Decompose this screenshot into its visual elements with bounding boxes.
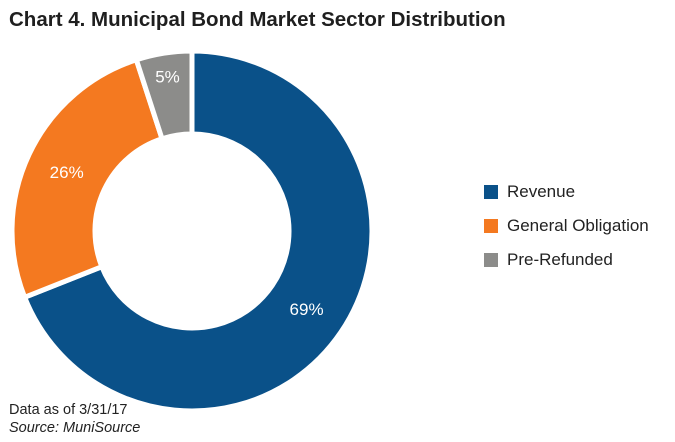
donut-slice-pre-refunded: [133, 48, 195, 142]
footnote-date: Data as of 3/31/17: [9, 402, 128, 418]
legend-item-general-obligation: General Obligation: [484, 209, 649, 243]
footnote-source: Source: MuniSource: [9, 420, 141, 436]
chart-title: Chart 4. Municipal Bond Market Sector Di…: [9, 8, 506, 31]
legend-label-pre-refunded: Pre-Refunded: [507, 250, 613, 269]
donut-slices: [9, 48, 375, 414]
legend-item-pre-refunded: Pre-Refunded: [484, 243, 649, 277]
legend-label-revenue: Revenue: [507, 182, 576, 201]
slice-label-general-obligation: 26%: [50, 163, 84, 182]
slice-label-revenue: 69%: [290, 300, 324, 319]
legend-label-general-obligation: General Obligation: [507, 216, 649, 235]
legend-item-revenue: Revenue: [484, 175, 649, 209]
slice-label-pre-refunded: 5%: [155, 67, 180, 86]
legend-swatch-general-obligation: [484, 219, 498, 233]
chart-legend: Revenue General Obligation Pre-Refunded: [484, 175, 649, 277]
legend-swatch-pre-refunded: [484, 253, 498, 267]
donut-slice-general-obligation: [9, 56, 166, 301]
donut-slice-revenue: [21, 48, 375, 414]
footnote: Data as of 3/31/17 Source: MuniSource: [9, 401, 140, 437]
donut-labels: 69% 26% 5%: [50, 67, 324, 318]
legend-swatch-revenue: [484, 185, 498, 199]
